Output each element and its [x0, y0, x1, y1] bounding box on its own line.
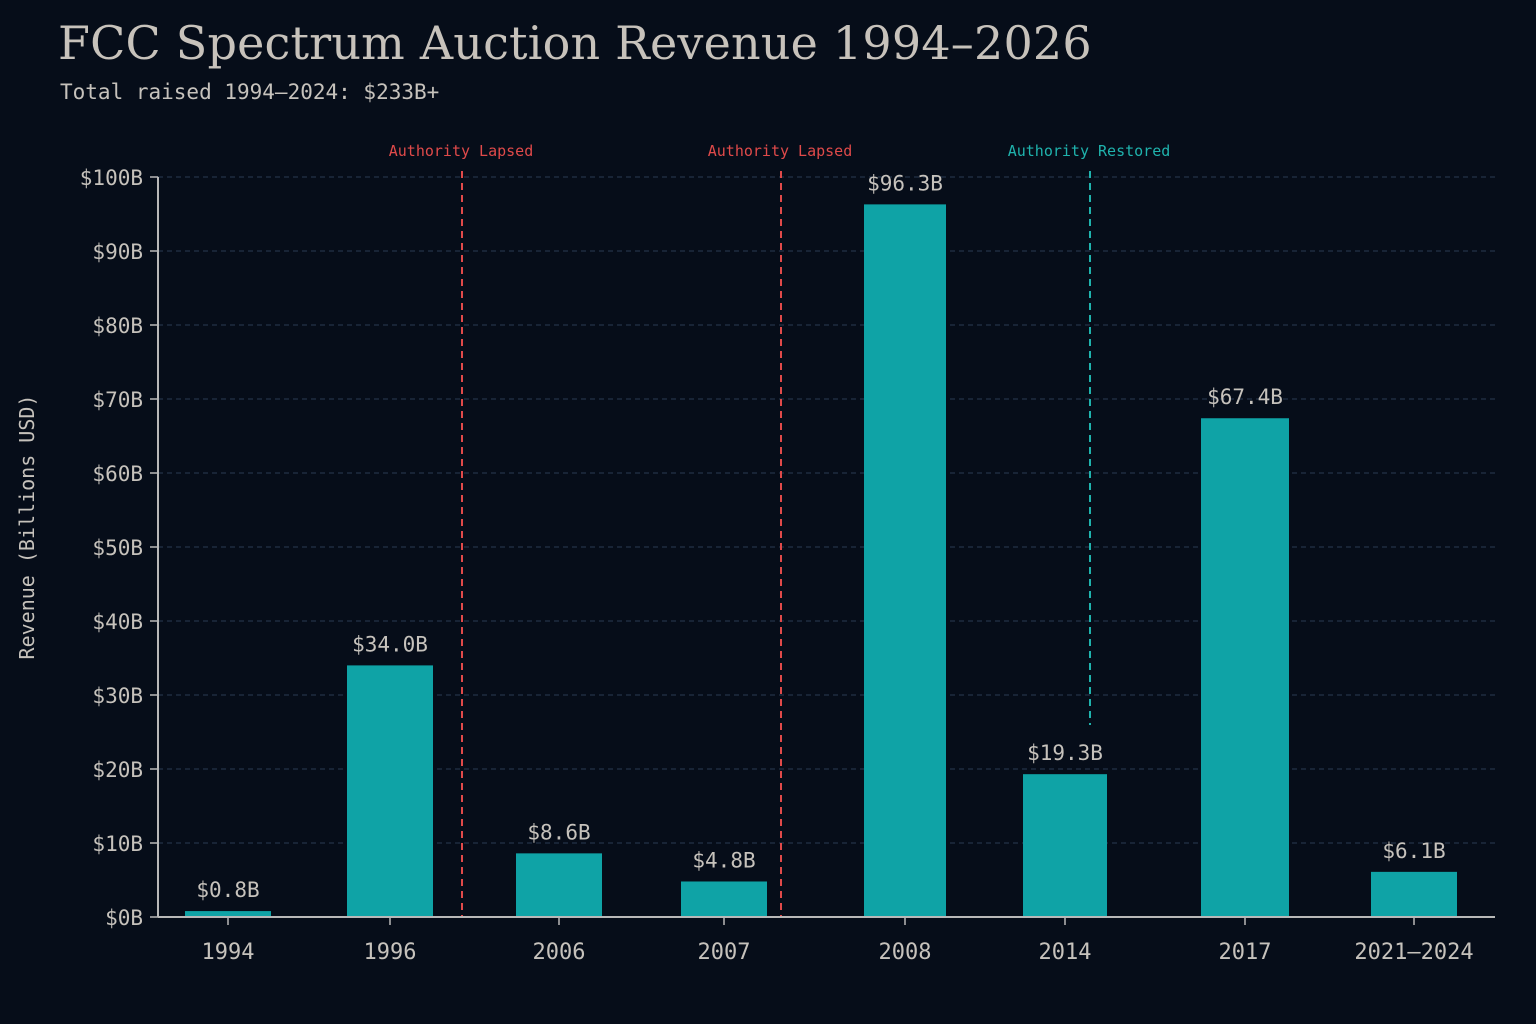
y-tick-label: $10B: [92, 832, 143, 856]
y-axis-label: Revenue (Billions USD): [15, 395, 39, 660]
chart-subtitle: Total raised 1994–2024: $233B+: [60, 80, 440, 104]
x-tick-label: 2017: [1219, 940, 1272, 965]
bar-2006: [516, 853, 602, 917]
x-tick-label: 1996: [364, 940, 417, 965]
y-tick-label: $80B: [92, 314, 143, 338]
y-tick-label: $90B: [92, 240, 143, 264]
x-tick-label: 1994: [202, 940, 255, 965]
bars: [185, 204, 1457, 917]
annotation-label: Authority Lapsed: [389, 142, 534, 160]
x-tick-label: 2014: [1039, 940, 1092, 965]
value-label: $0.8B: [196, 878, 259, 902]
x-tick-label: 2007: [698, 940, 751, 965]
chart-title: FCC Spectrum Auction Revenue 1994–2026: [58, 16, 1092, 70]
bar-2017: [1201, 418, 1289, 917]
value-label: $67.4B: [1207, 385, 1283, 409]
x-tick-label: 2021–2024: [1354, 940, 1473, 965]
x-axis-ticks: 1994 1996 2006 2007 2008 2014 2017 2021–2024: [202, 917, 1474, 965]
bar-1996: [347, 665, 433, 917]
y-tick-label: $30B: [92, 684, 143, 708]
y-tick-label: $20B: [92, 758, 143, 782]
y-tick-label: $40B: [92, 610, 143, 634]
annotation-label: Authority Restored: [1008, 142, 1171, 160]
y-tick-label: $70B: [92, 388, 143, 412]
y-tick-label: $60B: [92, 462, 143, 486]
x-tick-label: 2006: [533, 940, 586, 965]
bar-2014: [1023, 774, 1107, 917]
y-tick-label: $0B: [105, 906, 143, 930]
y-axis-ticks: $0B $10B $20B $30B $40B $50B $60B $70B $80B $90B $…: [80, 166, 158, 930]
annotation-label: Authority Lapsed: [708, 142, 853, 160]
x-tick-label: 2008: [879, 940, 932, 965]
value-label: $19.3B: [1027, 741, 1103, 765]
value-label: $6.1B: [1382, 839, 1445, 863]
bar-2007: [681, 881, 767, 917]
value-label: $4.8B: [692, 848, 755, 872]
bar-2008: [864, 204, 946, 917]
y-tick-label: $100B: [80, 166, 143, 190]
value-labels: $0.8B $34.0B $8.6B $4.8B $96.3B $19.3B $67.4B $…: [196, 171, 1445, 902]
bar-2021–2024: [1371, 871, 1457, 917]
bar-1994: [185, 911, 271, 917]
value-label: $8.6B: [527, 820, 590, 844]
value-label: $34.0B: [352, 632, 428, 656]
grid-lines: [158, 176, 1495, 844]
annotations: Authority Lapsed Authority Lapsed Authorit…: [389, 142, 1171, 917]
y-tick-label: $50B: [92, 536, 143, 560]
value-label: $96.3B: [867, 171, 943, 195]
